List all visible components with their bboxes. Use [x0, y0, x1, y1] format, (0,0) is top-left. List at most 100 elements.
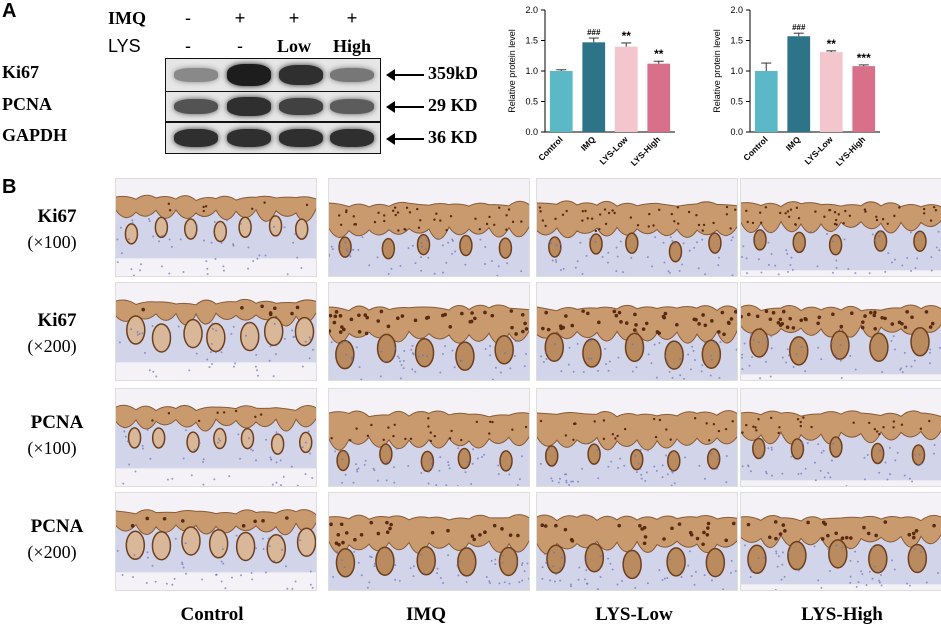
stained-nucleus: [802, 416, 805, 419]
stained-nucleus: [488, 420, 492, 423]
stained-nucleus: [483, 530, 487, 535]
dermal-nucleus: [220, 351, 223, 354]
stained-nucleus: [898, 206, 901, 209]
dermal-nucleus: [451, 238, 454, 241]
dermal-nucleus: [757, 258, 760, 261]
y-tick-label: 0.5: [525, 97, 538, 107]
stained-nucleus: [554, 523, 558, 528]
dermal-nucleus: [635, 471, 638, 474]
stained-nucleus: [541, 219, 545, 222]
blot-band: [173, 68, 218, 82]
dermal-nucleus: [290, 465, 293, 468]
dermal-nucleus: [881, 371, 884, 374]
dermal-nucleus: [394, 564, 397, 567]
stained-nucleus: [197, 419, 201, 423]
stained-nucleus: [828, 208, 831, 212]
dermal-nucleus: [370, 556, 373, 559]
stained-nucleus: [614, 313, 619, 318]
dermal-nucleus: [555, 260, 558, 263]
dermal-nucleus: [422, 354, 425, 357]
dermal-nucleus: [731, 236, 734, 239]
dermal-nucleus: [411, 344, 414, 347]
stained-nucleus: [570, 323, 575, 328]
stained-nucleus: [706, 526, 710, 530]
dermal-nucleus: [232, 365, 235, 368]
dermal-nucleus: [523, 365, 526, 368]
stained-nucleus: [508, 533, 513, 537]
dermal-nucleus: [297, 535, 300, 538]
bar: [647, 63, 671, 132]
dermal-nucleus: [715, 467, 718, 470]
dermal-nucleus: [634, 454, 637, 457]
dermal-nucleus: [928, 351, 931, 354]
stained-nucleus: [449, 215, 453, 218]
dermal-nucleus: [730, 239, 733, 242]
stained-nucleus: [540, 523, 545, 528]
col-title-lys-low: LYS-Low: [595, 604, 673, 625]
dermal-nucleus: [765, 336, 768, 339]
dermal-nucleus: [426, 355, 429, 358]
dermal-nucleus: [250, 571, 253, 574]
dermal-nucleus: [735, 348, 737, 351]
stained-nucleus: [333, 314, 338, 319]
dermal-nucleus: [188, 369, 191, 372]
dermal-nucleus: [910, 365, 913, 368]
dermal-nucleus: [820, 358, 823, 361]
stained-nucleus: [741, 431, 744, 434]
dermal-nucleus: [173, 577, 176, 580]
dermal-nucleus: [693, 359, 696, 362]
stained-nucleus: [561, 213, 565, 217]
dermal-nucleus: [596, 369, 599, 372]
stained-nucleus: [602, 437, 606, 441]
stained-nucleus: [603, 208, 607, 211]
stained-nucleus: [204, 205, 208, 208]
dermal-nucleus: [679, 374, 682, 377]
x-tick-label: LYS-Low: [597, 134, 630, 167]
stained-nucleus: [758, 211, 762, 214]
dermal-nucleus: [232, 244, 235, 247]
dermal-nucleus: [607, 369, 610, 372]
stained-nucleus: [511, 428, 514, 431]
hair-follicle: [624, 332, 645, 363]
dermal-nucleus: [604, 363, 607, 366]
hair-follicle: [338, 236, 352, 258]
stained-nucleus: [778, 532, 783, 536]
blot-label-gapdh: GAPDH: [2, 125, 67, 145]
dermal-nucleus: [379, 375, 382, 378]
dermal-nucleus: [409, 567, 412, 570]
dermal-nucleus: [394, 347, 397, 350]
stained-nucleus: [472, 537, 477, 542]
stained-nucleus: [697, 322, 701, 326]
dermal-nucleus: [839, 343, 842, 346]
dermal-nucleus: [774, 264, 777, 267]
hair-follicle: [154, 216, 169, 239]
lys-col-3: Low: [276, 36, 311, 56]
stained-nucleus: [634, 323, 638, 327]
dermal-nucleus: [344, 473, 347, 476]
dermal-nucleus: [863, 478, 866, 481]
ihc-tissue-image: [115, 282, 317, 381]
stained-nucleus: [785, 325, 790, 329]
dermal-nucleus: [182, 457, 185, 460]
dermal-nucleus: [916, 257, 919, 260]
dermal-nucleus: [687, 564, 690, 567]
dermal-nucleus: [918, 453, 921, 456]
blot-band: [330, 128, 375, 148]
stained-nucleus: [598, 213, 602, 216]
dermal-nucleus: [334, 450, 337, 453]
dermal-nucleus: [781, 563, 784, 566]
stained-nucleus: [612, 309, 617, 314]
dermal-nucleus: [257, 374, 260, 377]
dermal-nucleus: [607, 557, 610, 560]
dermal-nucleus: [329, 253, 331, 256]
hair-follicle: [668, 240, 683, 263]
stained-nucleus: [408, 211, 412, 214]
dermal-nucleus: [644, 479, 647, 482]
dermal-nucleus: [879, 449, 882, 452]
stained-nucleus: [263, 201, 266, 204]
dermal-nucleus: [697, 267, 700, 270]
dermal-nucleus: [396, 355, 399, 358]
dermal-nucleus: [436, 238, 439, 241]
dermal-nucleus: [169, 332, 172, 335]
stained-nucleus: [655, 330, 660, 334]
